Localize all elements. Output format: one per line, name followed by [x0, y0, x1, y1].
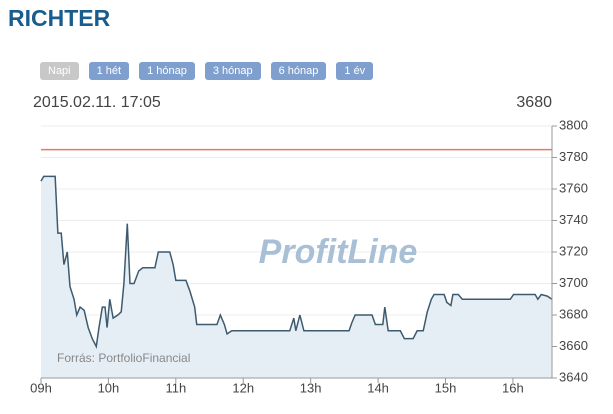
y-tick-label: 3680	[559, 306, 588, 321]
y-tick-label: 3700	[559, 275, 588, 290]
y-tick-label: 3660	[559, 338, 588, 353]
title: RICHTER	[8, 5, 111, 31]
range-button[interactable]: 1 hét	[88, 62, 130, 80]
y-tick-label: 3760	[559, 180, 588, 195]
range-button[interactable]: 1 év	[336, 62, 374, 80]
x-tick-label: 10h	[98, 380, 120, 395]
x-tick-label: 09h	[30, 380, 52, 395]
y-tick-label: 3780	[559, 149, 588, 164]
last-value: 3680	[516, 94, 552, 111]
watermark: ProfitLine	[259, 233, 418, 271]
range-button[interactable]: Napi	[40, 62, 79, 80]
x-tick-label: 14h	[367, 380, 389, 395]
y-tick-label: 3720	[559, 243, 588, 258]
y-tick-label: 3640	[559, 369, 588, 384]
range-button[interactable]: 3 hónap	[204, 62, 261, 80]
y-tick-label: 3800	[559, 117, 588, 132]
timestamp: 2015.02.11. 17:05	[33, 94, 161, 111]
area	[41, 176, 552, 378]
price-line	[40, 175, 553, 349]
x-tick-label: 15h	[435, 380, 457, 395]
x-tick-label: 13h	[300, 380, 322, 395]
annotation: Forrás: PortfolioFinancial	[57, 351, 190, 365]
range-buttons: Napi 1 hét 1 hónap 3 hónap 6 hónap 1 év	[40, 62, 383, 80]
range-button[interactable]: 6 hónap	[270, 62, 327, 80]
y-tick-label: 3740	[559, 212, 588, 227]
range-button[interactable]: 1 hónap	[139, 62, 195, 80]
x-tick-label: 11h	[165, 380, 186, 395]
x-tick-label: 16h	[502, 380, 524, 395]
x-tick-label: 12h	[232, 380, 254, 395]
